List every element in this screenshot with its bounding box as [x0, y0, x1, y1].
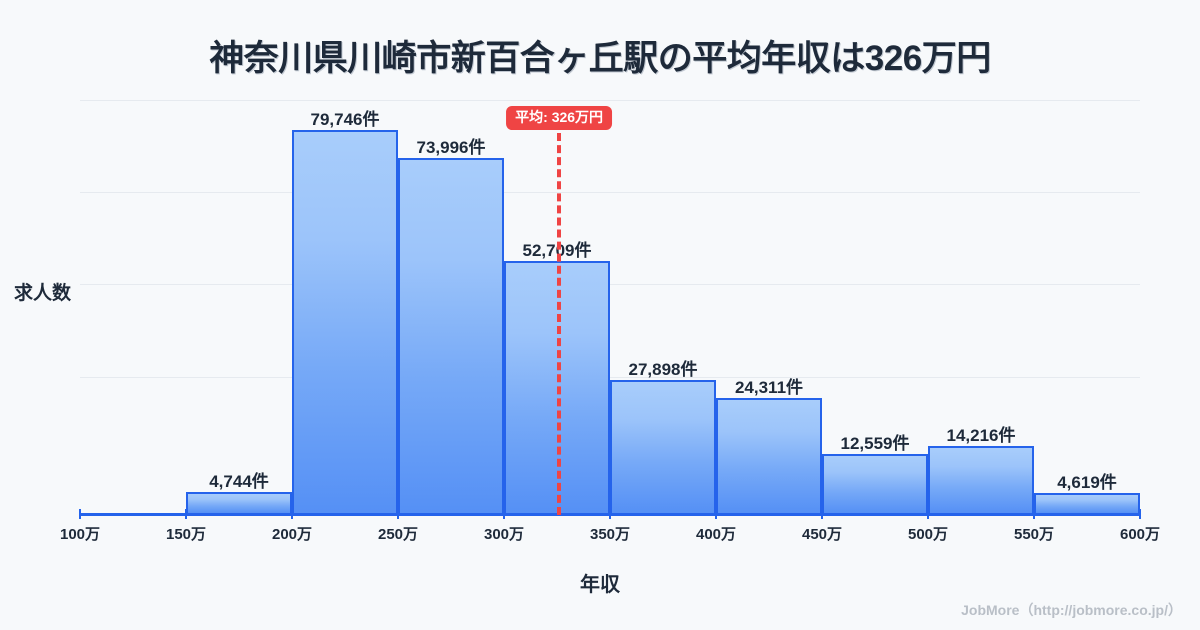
page-title: 神奈川県川崎市新百合ヶ丘駅の平均年収は326万円 — [209, 39, 991, 78]
plot-area: 4,744件 79,746件 73,996件 52,709件 27,898件 24,311… — [80, 100, 1140, 515]
x-axis-tick — [1139, 509, 1141, 519]
bar[interactable] — [398, 157, 504, 515]
bar-value-label: 79,746件 — [310, 110, 380, 130]
x-axis-tick — [185, 509, 187, 519]
bar-value-label: 27,898件 — [628, 360, 698, 380]
gridline-0 — [80, 100, 1140, 101]
x-axis-tick-label: 450万 — [801, 526, 843, 543]
y-axis-title: 求人数 — [14, 283, 72, 304]
x-axis-tick — [1033, 509, 1035, 519]
bar[interactable] — [822, 454, 928, 515]
x-axis-tick — [927, 509, 929, 519]
bar-value-label: 4,619件 — [1057, 472, 1117, 492]
bar[interactable] — [292, 130, 398, 515]
bar[interactable] — [610, 380, 716, 515]
bar-value-label: 52,709件 — [522, 240, 592, 260]
footer-credit: JobMore（http://jobmore.co.jp/） — [961, 602, 1182, 618]
bar[interactable] — [716, 397, 822, 515]
x-axis-tick-label: 300万 — [483, 526, 525, 543]
x-axis-tick — [715, 509, 717, 519]
x-axis-tick-label: 550万 — [1013, 526, 1055, 543]
x-axis-tick — [291, 509, 293, 519]
x-axis-tick — [397, 509, 399, 519]
gridline-2 — [80, 284, 1140, 285]
gridline-3 — [80, 377, 1140, 378]
x-axis-tick — [821, 509, 823, 519]
x-axis-tick — [503, 509, 505, 519]
x-axis-tick-label: 600万 — [1119, 526, 1161, 543]
x-axis-tick — [79, 509, 81, 519]
gridline-1 — [80, 192, 1140, 193]
bar[interactable] — [504, 260, 610, 515]
bar-value-label: 12,559件 — [840, 434, 910, 454]
bar-value-label: 73,996件 — [416, 137, 486, 157]
x-axis-tick-label: 400万 — [695, 526, 737, 543]
x-axis-tick-label: 150万 — [165, 526, 207, 543]
x-axis-tick-label: 100万 — [59, 526, 101, 543]
x-axis-title: 年収 — [580, 574, 620, 596]
x-axis-tick-label: 200万 — [271, 526, 313, 543]
bar-value-label: 4,744件 — [209, 472, 269, 492]
average-line — [557, 133, 562, 515]
average-badge: 平均: 326万円 — [506, 106, 613, 130]
x-axis-tick-label: 250万 — [377, 526, 419, 543]
x-axis-tick — [609, 509, 611, 519]
bar[interactable] — [186, 492, 292, 515]
x-axis-tick-label: 350万 — [589, 526, 631, 543]
bar-value-label: 24,311件 — [734, 377, 804, 397]
x-axis-tick-label: 500万 — [907, 526, 949, 543]
bar[interactable] — [1034, 492, 1140, 515]
bar[interactable] — [928, 446, 1034, 515]
bar-value-label: 14,216件 — [946, 426, 1016, 446]
